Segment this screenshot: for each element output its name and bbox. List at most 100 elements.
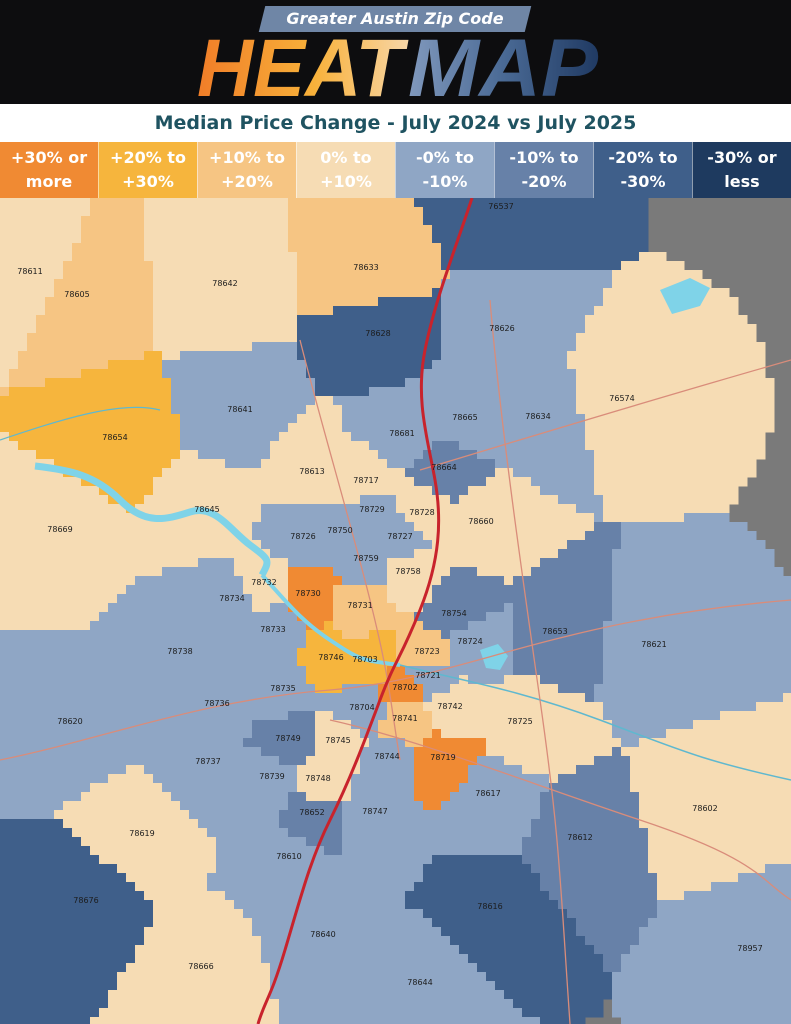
zip-label-78735: 78735	[270, 684, 295, 693]
zip-label-78749: 78749	[275, 734, 300, 743]
zip-label-78750: 78750	[327, 526, 352, 535]
legend: +30% or more +20% to +30% +10% to +20% 0% t…	[0, 142, 791, 198]
lake-austin	[260, 573, 401, 667]
zip-label-78742: 78742	[437, 702, 462, 711]
zip-label-78730: 78730	[295, 589, 320, 598]
zip-label-78621: 78621	[641, 640, 666, 649]
zip-label-76537: 76537	[488, 202, 513, 211]
zip-label-78731: 78731	[347, 601, 372, 610]
creek	[0, 406, 161, 441]
granger-lake	[660, 278, 710, 314]
zip-label-78665: 78665	[452, 413, 477, 422]
zip-label-78737: 78737	[195, 757, 220, 766]
zip-label-78726: 78726	[290, 532, 315, 541]
zip-label-78641: 78641	[227, 405, 252, 414]
title-map: MAP	[408, 30, 598, 104]
zip-label-78681: 78681	[389, 429, 414, 438]
legend-item: 0% to +10%	[296, 142, 395, 198]
zip-labels: 76537 78611 78633 78605 78642 78628 78626 76574…	[17, 202, 762, 987]
zip-label-78746: 78746	[318, 653, 343, 662]
lake-walter-e-long	[480, 644, 508, 670]
zip-label-78612: 78612	[567, 833, 592, 842]
zip-label-78619: 78619	[129, 829, 154, 838]
colorado-river	[399, 664, 791, 781]
zip-label-78703: 78703	[352, 655, 377, 664]
zip-label-78748: 78748	[305, 774, 330, 783]
zip-label-78669: 78669	[47, 525, 72, 534]
legend-item: -0% to -10%	[395, 142, 494, 198]
road-sh-71	[329, 719, 791, 901]
zip-label-78723: 78723	[414, 647, 439, 656]
zip-label-78745: 78745	[325, 736, 350, 745]
zip-label-78733: 78733	[260, 625, 285, 634]
zip-label-78620: 78620	[57, 717, 82, 726]
zip-regions	[0, 198, 791, 1024]
zip-label-78728: 78728	[409, 508, 434, 517]
zip-label-78653: 78653	[542, 627, 567, 636]
zip-label-78652: 78652	[299, 808, 324, 817]
zip-label-78628: 78628	[365, 329, 390, 338]
zip-label-78660: 78660	[468, 517, 493, 526]
legend-item: +10% to +20%	[197, 142, 296, 198]
road-us-290	[0, 599, 791, 761]
subtitle-bar: Median Price Change - July 2024 vs July …	[0, 104, 791, 142]
roads	[0, 299, 791, 1024]
road-us-79	[419, 359, 791, 471]
zip-label-78644: 78644	[407, 978, 432, 987]
zip-label-78759: 78759	[353, 554, 378, 563]
zip-code-map: 76537 78611 78633 78605 78642 78628 78626 76574…	[0, 198, 791, 1024]
zip-label-78676: 78676	[73, 896, 98, 905]
zip-label-78654: 78654	[102, 433, 127, 442]
zip-label-78704: 78704	[349, 703, 374, 712]
zip-label-78642: 78642	[212, 279, 237, 288]
road-sh-130	[489, 299, 571, 1024]
interstate-35	[256, 198, 474, 1024]
zip-label-78645: 78645	[194, 505, 219, 514]
zip-label-78634: 78634	[525, 412, 550, 421]
water-features	[0, 278, 791, 781]
zip-label-78739: 78739	[259, 772, 284, 781]
zip-label-78717: 78717	[353, 476, 378, 485]
zip-label-78640: 78640	[310, 930, 335, 939]
zip-label-78734: 78734	[219, 594, 244, 603]
zip-label-78724: 78724	[457, 637, 482, 646]
zip-label-78617: 78617	[475, 789, 500, 798]
zip-label-78744: 78744	[374, 752, 399, 761]
zip-label-78758: 78758	[395, 567, 420, 576]
legend-item: +20% to +30%	[98, 142, 197, 198]
zip-label-78616: 78616	[477, 902, 502, 911]
zip-label-78664: 78664	[431, 463, 456, 472]
zip-label-78732: 78732	[251, 578, 276, 587]
legend-item: -10% to -20%	[494, 142, 593, 198]
legend-item: -20% to -30%	[593, 142, 692, 198]
zip-label-78754: 78754	[441, 609, 466, 618]
zip-label-78702: 78702	[392, 683, 417, 692]
zip-label-78721: 78721	[415, 671, 440, 680]
heat-map-title: HEAT MAP	[197, 30, 598, 104]
zip-label-78605: 78605	[64, 290, 89, 299]
median-price-change-heading: Median Price Change - July 2024 vs July …	[154, 112, 637, 134]
title-heat: HEAT	[197, 30, 409, 104]
zip-label-78736: 78736	[204, 699, 229, 708]
legend-item: -30% or less	[692, 142, 791, 198]
zip-label-78602: 78602	[692, 804, 717, 813]
legend-item: +30% or more	[0, 142, 98, 198]
zip-label-78610: 78610	[276, 852, 301, 861]
zip-label-78626: 78626	[489, 324, 514, 333]
zip-label-78725: 78725	[507, 717, 532, 726]
zip-label-78738: 78738	[167, 647, 192, 656]
zip-label-78727: 78727	[387, 532, 412, 541]
zip-label-78666: 78666	[188, 962, 213, 971]
lake-travis	[34, 462, 271, 577]
zip-label-78633: 78633	[353, 263, 378, 272]
map-subtitle-heading: Greater Austin Zip Code	[286, 9, 504, 28]
zip-label-78747: 78747	[362, 807, 387, 816]
zip-label-78957: 78957	[737, 944, 762, 953]
zip-label-76574: 76574	[609, 394, 634, 403]
zip-label-78611: 78611	[17, 267, 42, 276]
zip-label-78729: 78729	[359, 505, 384, 514]
zip-label-78613: 78613	[299, 467, 324, 476]
road-mopac	[299, 339, 401, 761]
zip-label-78741: 78741	[392, 714, 417, 723]
zip-label-78719: 78719	[430, 753, 455, 762]
